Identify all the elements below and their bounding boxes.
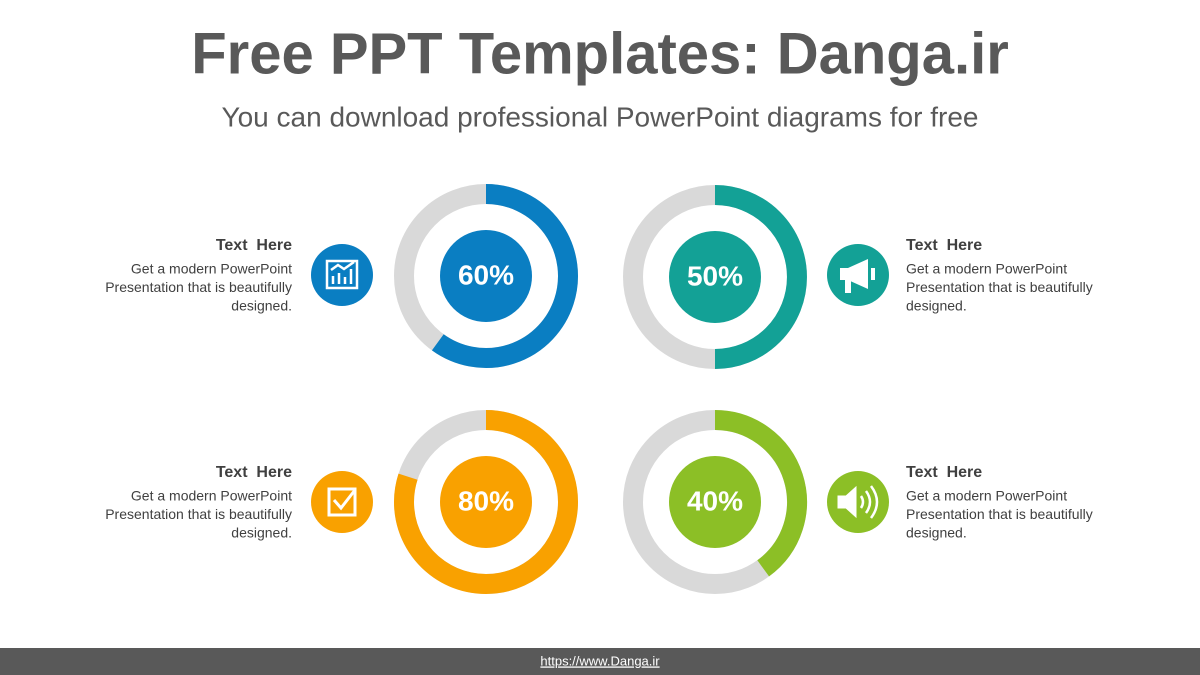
subtitle: You can download professional PowerPoint… (222, 101, 979, 132)
item-text: designed. (906, 525, 967, 541)
icons (311, 244, 889, 533)
value-label: 40% (687, 485, 743, 516)
item-heading: Text Here (216, 464, 292, 481)
donut-arc (714, 185, 807, 369)
value-label: 50% (687, 260, 743, 291)
item-heading: Text Here (216, 237, 292, 254)
item-text: Presentation that is beautifully (105, 279, 292, 295)
item-text: Presentation that is beautifully (906, 506, 1093, 522)
item-text: Get a modern PowerPoint (906, 261, 1067, 277)
donut-arc (394, 410, 578, 594)
item-text: Get a modern PowerPoint (131, 488, 292, 504)
value-label: 80% (458, 485, 514, 516)
item-text: designed. (231, 298, 292, 314)
donut-center (669, 231, 761, 323)
item-text: Presentation that is beautifully (105, 506, 292, 522)
footer-link[interactable]: https://www.Danga.ir (540, 653, 660, 668)
item-heading: Text Here (906, 464, 982, 481)
icon-circle (827, 471, 889, 533)
item-heading: Text Here (906, 237, 982, 254)
footer-bar (0, 648, 1200, 675)
item-text: Get a modern PowerPoint (131, 261, 292, 277)
icon-circle (311, 471, 373, 533)
donut-arc (714, 410, 807, 577)
icon-circle (311, 244, 373, 306)
item-text: Get a modern PowerPoint (906, 488, 1067, 504)
value-label: 60% (458, 259, 514, 290)
item-text: Presentation that is beautifully (906, 279, 1093, 295)
speaker-icon (837, 485, 879, 519)
title: Free PPT Templates: Danga.ir (191, 21, 1009, 86)
item-text: designed. (231, 525, 292, 541)
check-icon (327, 487, 357, 517)
donut-center (440, 456, 532, 548)
donut-arc (431, 184, 578, 368)
chart-icon (325, 259, 359, 290)
donut-center (440, 230, 532, 322)
item-text: designed. (906, 298, 967, 314)
megaphone-icon (840, 259, 875, 293)
donut-center (669, 456, 761, 548)
